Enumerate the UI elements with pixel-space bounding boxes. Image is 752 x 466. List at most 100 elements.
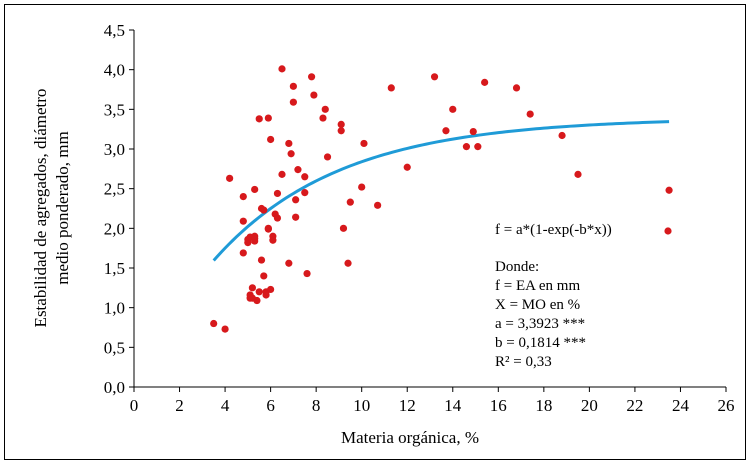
data-point [239, 249, 247, 257]
y-tick-label: 0,5 [104, 338, 125, 357]
x-tick-label: 2 [175, 396, 184, 415]
data-point [360, 139, 368, 148]
annotation-line-2: X = MO en % [495, 297, 580, 313]
data-point [337, 127, 345, 135]
data-point [574, 170, 582, 178]
data-point [239, 193, 247, 201]
data-point [287, 150, 295, 158]
data-point [346, 198, 354, 206]
x-tick-label: 20 [581, 396, 598, 415]
data-point [253, 296, 261, 305]
data-point [308, 73, 316, 81]
x-tick-label: 12 [399, 396, 416, 415]
data-points [210, 65, 673, 333]
data-point [321, 105, 329, 113]
data-point [285, 139, 293, 148]
fit-curve [212, 120, 670, 262]
data-point [260, 272, 268, 280]
data-point [301, 189, 309, 197]
data-point [526, 110, 534, 118]
data-point [512, 84, 521, 92]
data-point [442, 127, 450, 135]
data-point [239, 217, 247, 225]
data-point [319, 114, 327, 122]
legend-marker [664, 227, 672, 235]
data-point [344, 259, 352, 267]
x-tick-label: 14 [444, 396, 462, 415]
data-point [292, 196, 300, 204]
data-point [273, 214, 282, 222]
data-point [310, 91, 318, 99]
x-tick-labels: 0 2 4 6 8 10 12 14 16 18 20 22 24 26 [130, 396, 735, 415]
y-tick-label: 4,0 [104, 61, 125, 80]
data-point [251, 185, 259, 194]
y-tick-label: 3,0 [104, 140, 125, 159]
data-point [430, 73, 439, 81]
data-point [301, 173, 309, 181]
data-point [558, 131, 566, 140]
data-point [264, 114, 272, 122]
data-point [474, 143, 482, 151]
data-point [273, 189, 282, 198]
y-tick-label: 1,5 [104, 259, 125, 278]
chart-frame [4, 4, 746, 460]
x-tick-label: 16 [490, 396, 507, 415]
annotation-line-0: Donde: [495, 259, 539, 275]
y-axis-label-line-2: medio ponderado, mm [53, 131, 72, 284]
annotation-line-5: R² = 0,33 [495, 354, 552, 370]
data-point [665, 186, 673, 194]
data-point [462, 143, 471, 151]
annotation-line-3: a = 3,3923 *** [495, 316, 585, 332]
data-point [248, 284, 256, 292]
x-tick-label: 0 [130, 396, 139, 415]
annotation-line-1: f = EA en mm [495, 278, 580, 294]
y-tick-label: 1,0 [104, 299, 125, 318]
data-point [226, 174, 234, 182]
data-point [481, 78, 489, 86]
data-point [303, 269, 311, 278]
data-point [221, 325, 229, 333]
x-tick-label: 10 [353, 396, 370, 415]
data-point [278, 170, 286, 178]
fit-annotation: Donde: f = EA en mm X = MO en % a = 3,39… [495, 259, 586, 370]
x-tick-label: 8 [312, 396, 321, 415]
data-point [257, 256, 266, 264]
data-point [469, 127, 477, 136]
data-point [339, 224, 348, 232]
data-point [387, 84, 395, 92]
y-tick-label: 2,0 [104, 219, 125, 238]
data-point [278, 65, 286, 73]
axes [129, 29, 727, 392]
data-point [289, 82, 297, 90]
data-point [403, 163, 411, 171]
x-tick-label: 26 [718, 396, 735, 415]
data-point [358, 183, 366, 191]
data-point [323, 153, 332, 161]
x-tick-label: 22 [626, 396, 643, 415]
y-tick-label: 4,5 [104, 21, 125, 40]
y-tick-label: 2,5 [104, 180, 125, 199]
data-point [292, 213, 300, 221]
data-point [210, 319, 218, 328]
data-point [267, 285, 275, 294]
y-tick-label: 0,0 [104, 378, 125, 397]
legend-formula: f = a*(1-exp(-b*x)) [495, 222, 612, 238]
x-tick-label: 24 [672, 396, 690, 415]
data-point [374, 201, 382, 209]
data-point [264, 225, 272, 233]
x-tick-label: 6 [266, 396, 275, 415]
data-point [285, 259, 293, 267]
data-point [255, 115, 263, 123]
data-point [337, 120, 345, 129]
data-point [294, 166, 302, 174]
y-tick-labels: 0,0 0,5 1,0 1,5 2,0 2,5 3,0 3,5 4,0 4,5 [104, 21, 125, 397]
data-point [255, 288, 263, 296]
x-tick-label: 18 [535, 396, 552, 415]
y-axis-label-line-1: Estabilidad de agregados, diámetro [31, 89, 50, 328]
data-point [449, 105, 457, 113]
data-point [269, 232, 277, 240]
y-tick-label: 3,5 [104, 100, 125, 119]
annotation-line-4: b = 0,1814 *** [495, 335, 586, 351]
data-point [260, 206, 268, 214]
